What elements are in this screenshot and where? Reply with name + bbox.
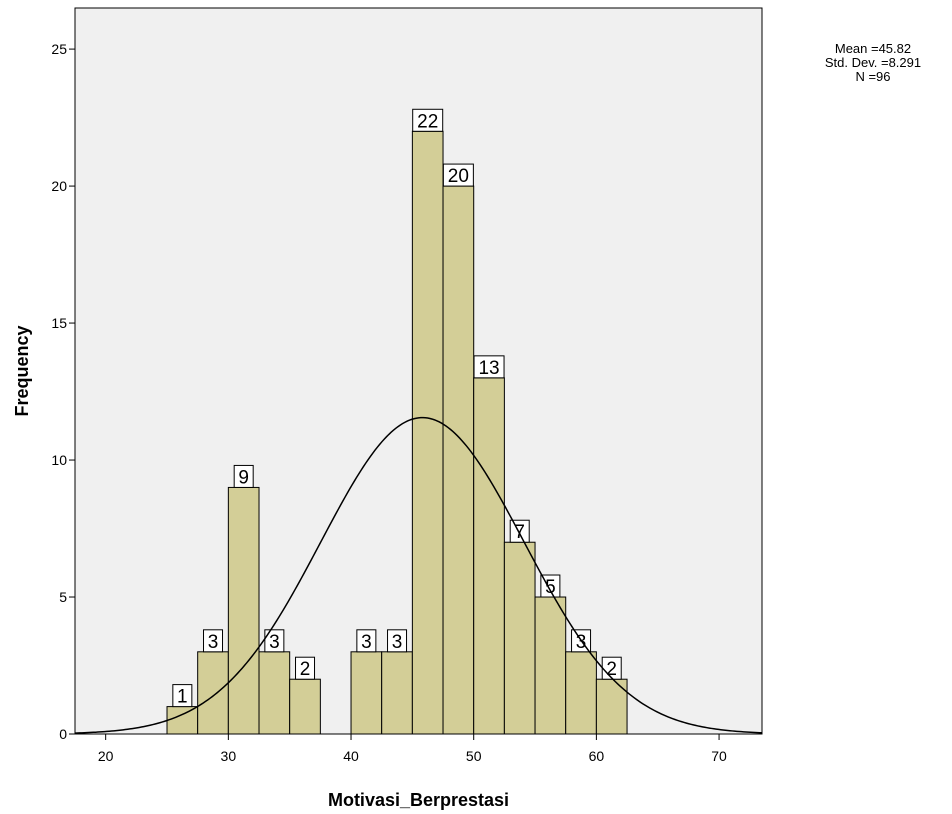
bar-data-label-text: 2 bbox=[606, 659, 617, 680]
normal-curve bbox=[74, 416, 763, 734]
bar-data-label: 9 bbox=[233, 464, 254, 488]
bar-data-label-text: 1 bbox=[177, 687, 188, 708]
bar-data-label: 7 bbox=[509, 519, 530, 543]
bar-data-label-text: 2 bbox=[300, 659, 311, 680]
bar-data-label-box bbox=[264, 629, 285, 653]
x-tick-label: 30 bbox=[221, 748, 237, 764]
bar-data-label-text: 9 bbox=[238, 467, 249, 488]
y-tick-label: 20 bbox=[51, 178, 67, 194]
x-axis-label: Motivasi_Berprestasi bbox=[328, 790, 509, 810]
histogram-bar bbox=[197, 651, 229, 735]
histogram-bar bbox=[565, 651, 597, 735]
bar-data-label: 1 bbox=[172, 684, 193, 708]
bar-data-label-text: 3 bbox=[361, 632, 372, 653]
mean-text: Mean =45.82 bbox=[834, 41, 912, 56]
bar-data-label-text: 13 bbox=[478, 358, 499, 379]
bar-data-label: 3 bbox=[356, 629, 377, 653]
bar-data-label: 2 bbox=[295, 656, 316, 680]
histogram-bar bbox=[166, 706, 199, 735]
bar-data-label-box bbox=[540, 574, 561, 598]
y-axis-label: Frequency bbox=[12, 325, 32, 416]
bar-data-label-box bbox=[412, 108, 444, 132]
bar-data-label: 3 bbox=[203, 629, 224, 653]
bar-data-label-text: 3 bbox=[208, 632, 219, 653]
histogram-bar bbox=[381, 651, 413, 735]
bar-data-label-text: 5 bbox=[545, 577, 556, 598]
bar-data-label-box bbox=[203, 629, 224, 653]
histogram-bar bbox=[503, 541, 536, 735]
bar-data-label: 3 bbox=[387, 629, 408, 653]
y-tick-label: 25 bbox=[51, 41, 67, 57]
bar-data-label-box bbox=[295, 656, 316, 680]
y-tick-label: 5 bbox=[59, 589, 67, 605]
bar-data-label-text: 20 bbox=[448, 166, 469, 187]
histogram-bar bbox=[473, 377, 505, 735]
bar-data-label-box bbox=[473, 355, 505, 379]
statistics-box: Mean =45.82 Std. Dev. =8.291 N =96 bbox=[798, 42, 948, 84]
histogram-bar bbox=[442, 185, 475, 735]
bar-data-label: 22 bbox=[412, 108, 444, 132]
bar-data-label-box bbox=[387, 629, 408, 653]
histogram-bar bbox=[534, 596, 567, 735]
std-dev-text: Std. Dev. =8.291 bbox=[824, 55, 922, 70]
bar-data-label-text: 22 bbox=[417, 111, 438, 132]
bar-data-label-text: 3 bbox=[392, 632, 403, 653]
bar-data-label-text: 3 bbox=[269, 632, 280, 653]
x-tick-label: 20 bbox=[98, 748, 114, 764]
histogram-bar bbox=[289, 678, 321, 735]
bar-data-label-box bbox=[442, 163, 474, 187]
histogram-bar bbox=[258, 651, 291, 735]
x-tick-label: 60 bbox=[589, 748, 605, 764]
x-tick-label: 40 bbox=[343, 748, 359, 764]
bar-data-label: 3 bbox=[264, 629, 285, 653]
histogram-bar bbox=[227, 486, 260, 735]
histogram-bar bbox=[411, 130, 444, 735]
x-tick-label: 70 bbox=[711, 748, 727, 764]
bar-data-label: 5 bbox=[540, 574, 561, 598]
y-tick-label: 10 bbox=[51, 452, 67, 468]
x-tick-label: 50 bbox=[466, 748, 482, 764]
bars-group bbox=[166, 130, 628, 735]
bar-data-label: 2 bbox=[601, 656, 622, 680]
n-text: N =96 bbox=[855, 69, 891, 84]
bar-data-label-box bbox=[356, 629, 377, 653]
bar-data-label: 13 bbox=[473, 355, 505, 379]
bar-data-label-box bbox=[233, 464, 254, 488]
bar-data-label-text: 3 bbox=[576, 632, 587, 653]
histogram-bar bbox=[350, 651, 383, 735]
bar-data-label: 20 bbox=[442, 163, 474, 187]
bar-data-label-box bbox=[172, 684, 193, 708]
y-tick-label: 0 bbox=[59, 726, 67, 742]
y-tick-label: 15 bbox=[51, 315, 67, 331]
